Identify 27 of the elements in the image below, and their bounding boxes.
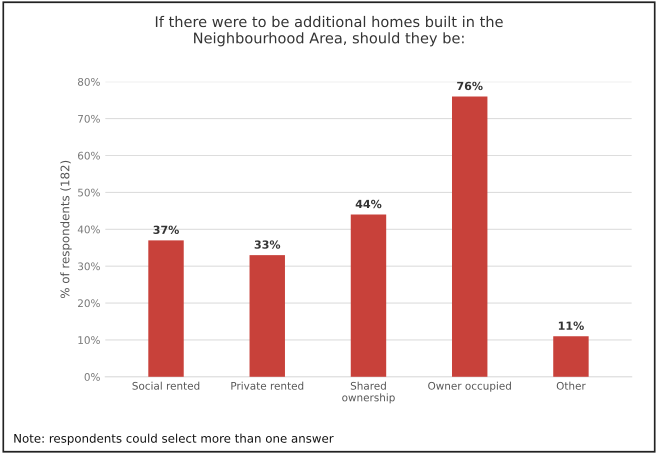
y-tick-label: 60% bbox=[78, 152, 100, 160]
x-tick-label: Owner occupied bbox=[428, 382, 511, 392]
data-label: 37% bbox=[153, 226, 179, 234]
y-axis-title: % of respondents (182) bbox=[60, 160, 72, 298]
text: Note: respondents could select more than one answer bbox=[14, 434, 334, 446]
y-tick-label: 50% bbox=[78, 188, 100, 196]
bar bbox=[350, 214, 386, 377]
y-tick-label: 30% bbox=[78, 262, 100, 270]
bar bbox=[148, 240, 184, 377]
data-label: 11% bbox=[558, 322, 584, 330]
y-tick-label: 10% bbox=[78, 336, 100, 344]
bar bbox=[250, 255, 285, 377]
x-tick-label: Shared ownership bbox=[342, 382, 395, 404]
x-tick-label: Other bbox=[556, 382, 586, 390]
y-tick-label: 0% bbox=[84, 373, 100, 381]
bar bbox=[553, 336, 589, 377]
data-label: 33% bbox=[254, 240, 280, 249]
y-tick-label: 40% bbox=[78, 225, 100, 234]
y-tick-label: 70% bbox=[78, 114, 100, 123]
data-label: 76% bbox=[457, 82, 483, 90]
y-tick-label: 80% bbox=[78, 78, 100, 86]
data-label: 44% bbox=[356, 200, 382, 208]
x-tick-label: Social rented bbox=[132, 382, 200, 390]
x-tick-label: Private rented bbox=[231, 382, 304, 390]
bar bbox=[452, 96, 488, 377]
chart-title: If there were to be additional homes built in the Neighbourhood Area, should they be: bbox=[156, 16, 503, 46]
y-tick-label: 20% bbox=[78, 299, 100, 308]
